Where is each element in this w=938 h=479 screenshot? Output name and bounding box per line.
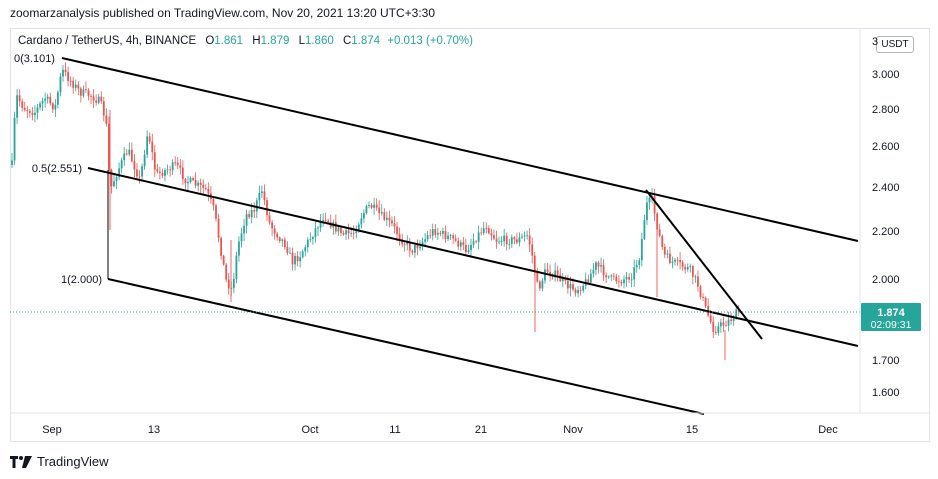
high-label: H [252, 35, 261, 47]
symbol-name: Cardano / TetherUS, 4h, BINANCE [18, 35, 197, 47]
open-value: 1.861 [214, 35, 244, 47]
change-value: +0.013 (+0.70%) [387, 35, 473, 47]
currency-button[interactable]: USDT [876, 36, 914, 53]
chart-frame [10, 28, 930, 442]
open-label: O [205, 35, 215, 47]
low-value: 1.860 [304, 35, 334, 47]
close-value: 1.874 [351, 35, 381, 47]
tradingview-brand[interactable]: TradingView [10, 454, 109, 469]
high-value: 1.879 [260, 35, 290, 47]
low-label: L [298, 35, 305, 47]
close-label: C [342, 35, 352, 47]
tradingview-logo-icon [10, 455, 32, 468]
symbol-info-bar: Cardano / TetherUS, 4h, BINANCE O1.861 H… [18, 35, 473, 47]
brand-label: TradingView [37, 454, 109, 469]
publish-info: zoomarzanalysis published on TradingView… [10, 6, 436, 20]
